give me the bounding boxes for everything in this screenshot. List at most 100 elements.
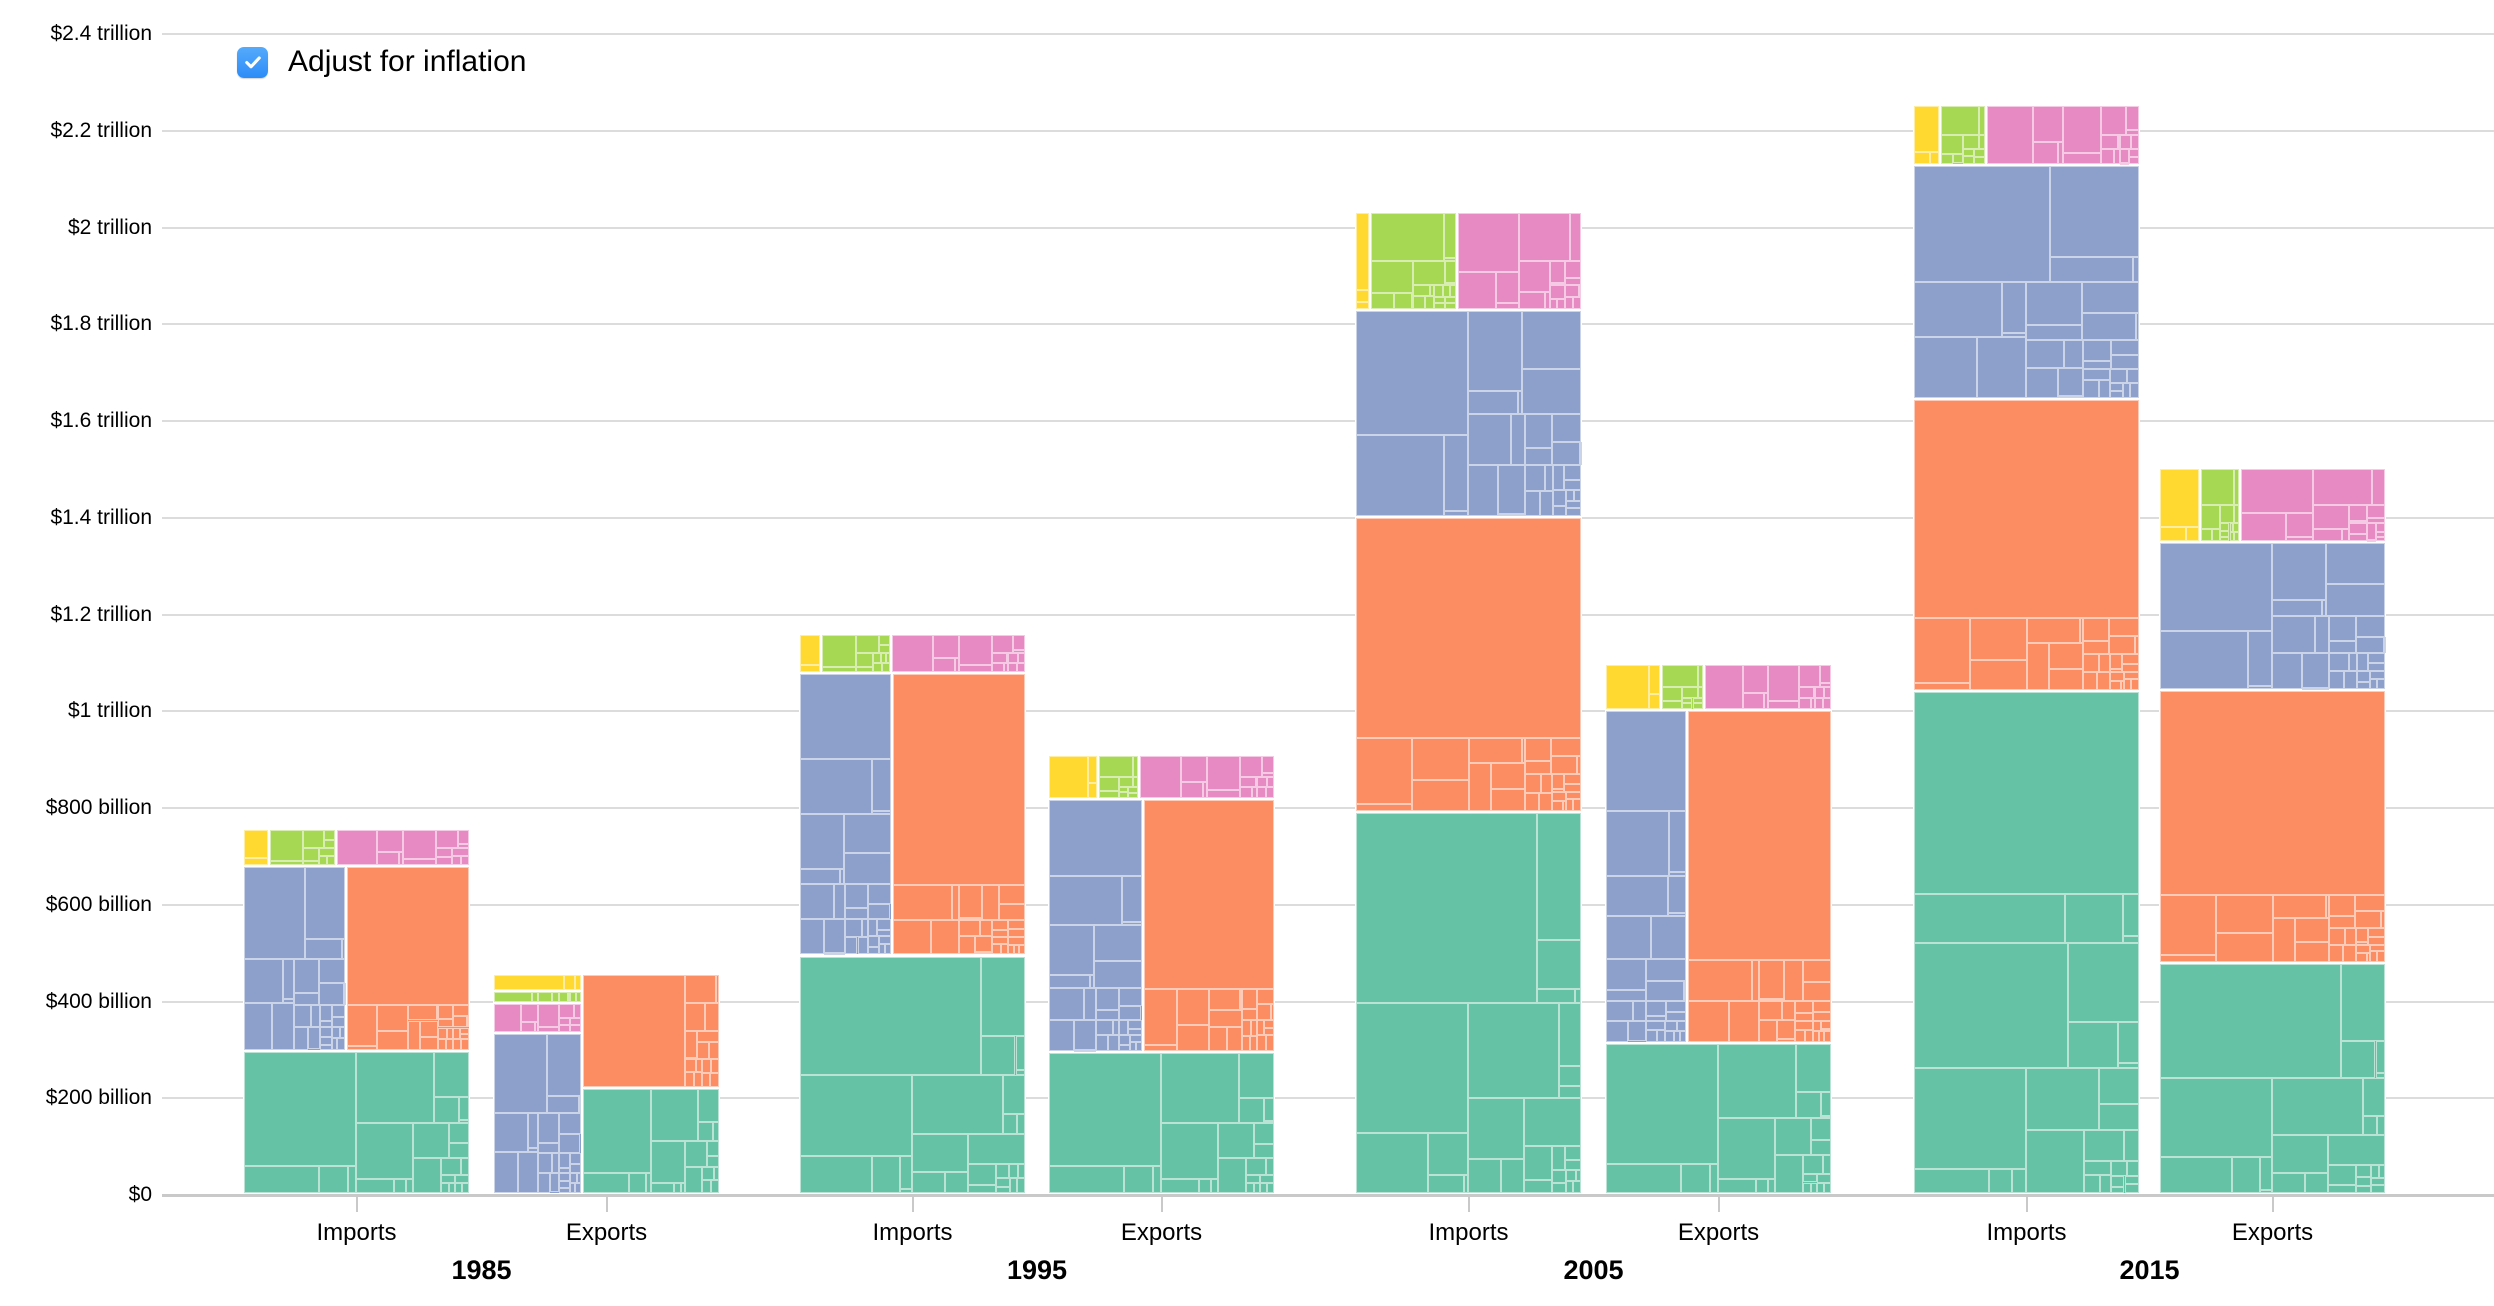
purple-cell[interactable] <box>576 1172 582 1183</box>
pink-cell[interactable] <box>2100 134 2118 150</box>
orange-cell[interactable] <box>1209 1026 1227 1052</box>
purple-cell[interactable] <box>1606 810 1669 877</box>
purple-cell[interactable] <box>1356 311 1469 435</box>
purple-cell[interactable] <box>2130 382 2139 398</box>
teal-cell[interactable] <box>2099 1175 2112 1193</box>
pink-cell[interactable] <box>2241 468 2313 514</box>
purple-cell[interactable] <box>1095 988 1119 1010</box>
purple-cell[interactable] <box>824 952 846 955</box>
pink-cell[interactable] <box>377 852 400 866</box>
orange-cell[interactable] <box>1802 982 1831 1001</box>
pink-cell[interactable] <box>1202 782 1207 798</box>
purple-cell[interactable] <box>1510 413 1525 465</box>
purple-cell[interactable] <box>559 1113 582 1135</box>
orange-cell[interactable] <box>1008 919 1025 929</box>
orange-cell[interactable] <box>1812 1000 1831 1012</box>
pink-cell[interactable] <box>2058 142 2063 165</box>
purple-cell[interactable] <box>1524 464 1546 491</box>
orange-cell[interactable] <box>2328 944 2344 962</box>
purple-cell[interactable] <box>1112 1019 1119 1036</box>
orange-cell[interactable] <box>2082 654 2100 673</box>
orange-cell[interactable] <box>991 936 1009 945</box>
purple-cell[interactable] <box>2326 543 2385 585</box>
purple-cell[interactable] <box>1645 1029 1658 1043</box>
teal-cell[interactable] <box>1198 1179 1211 1193</box>
teal-cell[interactable] <box>2122 893 2139 937</box>
teal-cell[interactable] <box>1914 893 2065 943</box>
yellow-cell[interactable] <box>1606 665 1649 709</box>
orange-cell[interactable] <box>2080 618 2083 644</box>
yellow-cell[interactable] <box>1049 756 1088 798</box>
orange-cell[interactable] <box>930 919 959 955</box>
pink-cell[interactable] <box>991 662 1004 672</box>
lime-cell[interactable] <box>881 662 891 672</box>
lime-cell[interactable] <box>1941 154 1954 165</box>
teal-cell[interactable] <box>1356 1133 1428 1193</box>
pink-cell[interactable] <box>1519 212 1570 261</box>
orange-cell[interactable] <box>1759 1000 1782 1021</box>
purple-cell[interactable] <box>343 983 346 1005</box>
teal-cell[interactable] <box>2012 1168 2027 1193</box>
lime-cell[interactable] <box>1978 105 1985 135</box>
teal-cell[interactable] <box>1263 1120 1274 1124</box>
purple-cell[interactable] <box>283 998 295 1003</box>
pink-cell[interactable] <box>1267 776 1274 788</box>
lime-cell[interactable] <box>1413 261 1445 286</box>
purple-cell[interactable] <box>1628 1020 1646 1042</box>
purple-cell[interactable] <box>2127 368 2139 383</box>
pink-cell[interactable] <box>2033 105 2063 143</box>
pink-cell[interactable] <box>1206 790 1241 798</box>
teal-cell[interactable] <box>1238 1097 1264 1124</box>
teal-cell[interactable] <box>1755 1178 1768 1193</box>
lime-cell[interactable] <box>1692 703 1703 709</box>
lime-cell[interactable] <box>1941 105 1979 135</box>
purple-cell[interactable] <box>2057 396 2083 399</box>
bar-1995-imports[interactable] <box>799 633 1026 1194</box>
purple-cell[interactable] <box>1574 489 1581 502</box>
orange-cell[interactable] <box>2048 668 2083 691</box>
orange-cell[interactable] <box>1524 738 1551 762</box>
purple-cell[interactable] <box>1645 1015 1666 1022</box>
teal-cell[interactable] <box>1009 1163 1019 1179</box>
purple-cell[interactable] <box>1524 490 1540 517</box>
orange-cell[interactable] <box>1970 659 2027 691</box>
orange-cell[interactable] <box>958 884 982 919</box>
orange-cell[interactable] <box>1490 788 1525 811</box>
lime-cell[interactable] <box>881 653 887 663</box>
orange-cell[interactable] <box>1226 1026 1242 1052</box>
teal-cell[interactable] <box>2356 1164 2371 1178</box>
pink-cell[interactable] <box>1743 692 1765 709</box>
orange-cell[interactable] <box>2134 636 2139 655</box>
orange-cell[interactable] <box>2380 911 2385 929</box>
purple-cell[interactable] <box>1606 990 1646 1001</box>
teal-cell[interactable] <box>348 1165 357 1193</box>
purple-cell[interactable] <box>862 919 869 937</box>
purple-cell[interactable] <box>2160 543 2273 632</box>
orange-cell[interactable] <box>1914 683 1971 691</box>
purple-cell[interactable] <box>494 1033 547 1114</box>
purple-cell[interactable] <box>294 1004 312 1027</box>
orange-cell[interactable] <box>1552 800 1563 811</box>
lime-cell[interactable] <box>1099 756 1133 777</box>
pink-cell[interactable] <box>1705 665 1744 709</box>
teal-cell[interactable] <box>412 1157 442 1193</box>
purple-cell[interactable] <box>800 758 872 815</box>
orange-cell[interactable] <box>407 1020 421 1051</box>
lime-cell[interactable] <box>326 856 336 866</box>
teal-cell[interactable] <box>393 1179 406 1193</box>
orange-cell[interactable] <box>2326 894 2329 918</box>
orange-cell[interactable] <box>1550 738 1581 757</box>
pink-cell[interactable] <box>1569 212 1581 261</box>
pink-cell[interactable] <box>1823 697 1831 709</box>
teal-cell[interactable] <box>2160 1156 2232 1193</box>
orange-cell[interactable] <box>715 974 719 1003</box>
teal-cell[interactable] <box>1552 1169 1566 1184</box>
purple-cell[interactable] <box>2272 616 2315 653</box>
lime-cell[interactable] <box>2220 505 2235 524</box>
purple-cell[interactable] <box>244 867 305 959</box>
teal-cell[interactable] <box>996 1178 1010 1187</box>
purple-cell[interactable] <box>800 868 840 885</box>
teal-cell[interactable] <box>1524 1146 1553 1181</box>
orange-cell[interactable] <box>1144 1045 1177 1052</box>
pink-cell[interactable] <box>1799 665 1821 687</box>
